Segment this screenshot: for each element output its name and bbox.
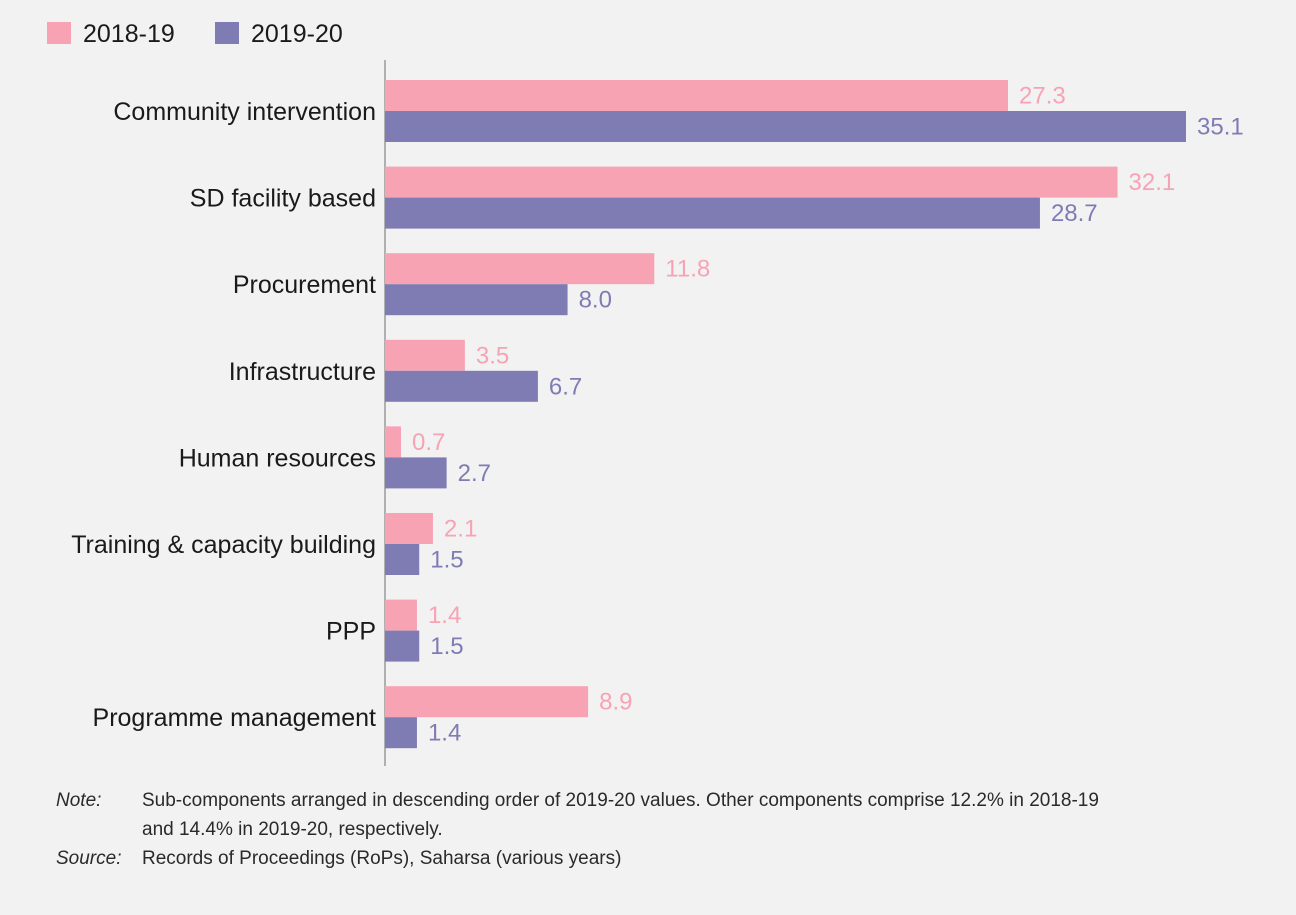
value-label: 35.1 — [1197, 114, 1244, 141]
bar-2019-20 — [385, 544, 420, 575]
value-label: 1.4 — [428, 720, 461, 747]
value-label: 32.1 — [1129, 169, 1176, 196]
labels-group: Community intervention 27.3 35.1 SD facilit… — [71, 83, 1244, 747]
category-label: Procurement — [233, 271, 376, 299]
value-label: 27.3 — [1019, 83, 1066, 110]
bar-2019-20 — [385, 717, 417, 749]
bar-2018-19 — [385, 166, 1118, 198]
bar-2018-19 — [385, 686, 589, 718]
value-label: 8.0 — [579, 287, 612, 314]
bars-group — [385, 80, 1186, 749]
value-label: 8.9 — [599, 689, 632, 716]
legend-label-2019-20: 2019-20 — [251, 20, 343, 48]
chart-notes: Note: Sub-components arranged in descend… — [56, 786, 1102, 873]
value-label: 6.7 — [549, 373, 582, 400]
category-label: Training & capacity building — [71, 531, 376, 559]
source-text: Records of Proceedings (RoPs), Saharsa (… — [142, 848, 622, 869]
value-label: 2.7 — [458, 460, 491, 487]
category-label: Community intervention — [113, 98, 376, 126]
value-label: 28.7 — [1051, 200, 1098, 227]
value-label: 2.1 — [444, 516, 477, 543]
bar-2018-19 — [385, 339, 465, 371]
bar-2019-20 — [385, 370, 538, 402]
legend-swatch-2018-19 — [47, 22, 71, 44]
value-label: 11.8 — [665, 256, 710, 283]
note-row: Note: Sub-components arranged in descend… — [56, 786, 1102, 844]
value-label: 1.5 — [430, 633, 463, 660]
category-label: PPP — [326, 618, 376, 646]
source-label: Source: — [56, 848, 122, 869]
note-label: Note: — [56, 790, 102, 811]
value-label: 3.5 — [476, 342, 509, 369]
category-label: SD facility based — [190, 185, 376, 213]
bar-2018-19 — [385, 80, 1008, 111]
bar-2019-20 — [385, 457, 447, 489]
category-label: Infrastructure — [229, 358, 376, 386]
bar-2019-20 — [385, 284, 568, 316]
note-text: Sub-components arranged in descending or… — [142, 790, 1099, 840]
category-label: Programme management — [93, 704, 377, 732]
bar-2019-20 — [385, 630, 420, 662]
value-label: 1.5 — [430, 547, 463, 574]
source-row: Source: Records of Proceedings (RoPs), S… — [56, 844, 1102, 873]
category-label: Human resources — [179, 444, 376, 472]
bar-2018-19 — [385, 253, 655, 285]
value-label: 0.7 — [412, 429, 445, 456]
bar-chart: 2018-19 2019-20 Community intervention 27.… — [47, 20, 1244, 766]
bar-2018-19 — [385, 513, 433, 544]
bar-2019-20 — [385, 111, 1186, 142]
bar-2019-20 — [385, 197, 1040, 229]
value-label: 1.4 — [428, 602, 461, 629]
bar-2018-19 — [385, 599, 417, 631]
legend-label-2018-19: 2018-19 — [83, 20, 175, 48]
bar-2018-19 — [385, 426, 401, 458]
legend-swatch-2019-20 — [215, 22, 239, 44]
legend: 2018-19 2019-20 — [47, 20, 343, 48]
